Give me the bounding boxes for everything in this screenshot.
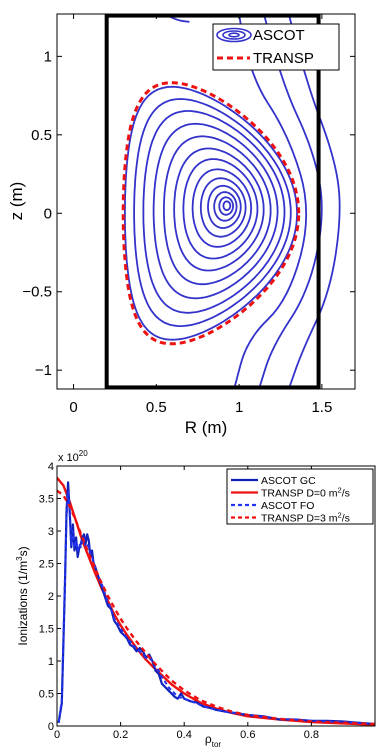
x-tick-label: 0.5 bbox=[146, 399, 167, 416]
outer-field-lines bbox=[164, 14, 341, 389]
bottom-y-ticks: 0 0.5 1 1.5 2 2.5 3 3.5 4 bbox=[39, 461, 61, 733]
legend-transp-label: TRANSP bbox=[253, 50, 314, 67]
flux-surface bbox=[222, 200, 232, 211]
top-x-axis-label: R (m) bbox=[185, 418, 227, 437]
flux-surface bbox=[163, 135, 272, 286]
top-axes-box bbox=[56, 13, 356, 390]
series-line-4 bbox=[57, 489, 375, 726]
legend-label-2: TRANSP D=0 m2/s bbox=[261, 486, 350, 500]
series-line-2 bbox=[57, 476, 375, 726]
flux-surface bbox=[199, 177, 247, 238]
bottom-plot-content bbox=[57, 476, 375, 726]
bottom-y-axis-label: Ionizations (1/m3s) bbox=[15, 546, 30, 645]
flux-surface bbox=[142, 110, 286, 314]
y-tick-label: 0.5 bbox=[39, 689, 54, 701]
y-tick-label: 3 bbox=[48, 526, 54, 538]
y-tick-label: 1 bbox=[48, 656, 54, 668]
top-y-axis-label: z (m) bbox=[7, 182, 26, 221]
y-tick-label: 2.5 bbox=[39, 559, 54, 571]
legend-label-4: TRANSP D=3 m2/s bbox=[261, 511, 350, 525]
top-legend: ASCOT TRANSP bbox=[212, 23, 340, 71]
y-tick-label: 0 bbox=[44, 205, 52, 222]
open-field-line bbox=[287, 14, 341, 389]
legend-label-3: ASCOT FO bbox=[261, 500, 314, 512]
open-field-line bbox=[258, 14, 323, 389]
legend-label-1: ASCOT GC bbox=[261, 475, 316, 487]
x-tick-label: 0.4 bbox=[177, 729, 192, 741]
y-tick-label: 1.5 bbox=[39, 624, 54, 636]
open-field-line bbox=[233, 14, 308, 389]
series-line-3 bbox=[57, 491, 375, 725]
x-tick-label: 0.2 bbox=[113, 729, 128, 741]
x-tick-label: 0.6 bbox=[240, 729, 255, 741]
legend-ascot-label: ASCOT bbox=[253, 27, 305, 44]
multiplier-label: x 1020 bbox=[58, 449, 88, 464]
legend-ascot-icon bbox=[216, 27, 252, 43]
flux-surface bbox=[133, 98, 292, 328]
transp-boundary-line bbox=[121, 81, 301, 346]
top-x-ticks: 0 0.5 1 1.5 bbox=[69, 14, 332, 416]
flux-surface bbox=[213, 191, 238, 222]
x-tick-label: 0 bbox=[54, 729, 60, 741]
vessel-wall bbox=[104, 14, 321, 389]
bottom-x-ticks: 0 0.2 0.4 0.6 0.8 bbox=[54, 466, 319, 741]
flux-surface bbox=[218, 196, 234, 216]
y-tick-label: 0 bbox=[48, 721, 54, 733]
flux-surface bbox=[124, 85, 299, 341]
x-tick-label: 0.8 bbox=[304, 729, 319, 741]
top-panel: 0 0.5 1 1.5 −1 −0.5 0 0.5 1 R (m) z (m) ASCOT T… bbox=[7, 13, 356, 437]
top-y-ticks: −1 −0.5 0 0.5 1 bbox=[22, 48, 355, 379]
top-plot-content bbox=[104, 14, 341, 389]
bottom-panel: x 1020 0 0.2 0.4 0.6 0.8 0 0.5 1 1.5 2 2.5 3 3.5 4 ρ… bbox=[15, 449, 376, 749]
flux-surface bbox=[207, 184, 242, 229]
y-tick-label: 2 bbox=[48, 591, 54, 603]
flux-surface bbox=[152, 122, 279, 300]
flux-surface bbox=[182, 158, 259, 260]
y-tick-label: −1 bbox=[35, 362, 52, 379]
y-tick-label: 3.5 bbox=[39, 494, 54, 506]
bottom-x-axis-label: ρtor bbox=[205, 732, 222, 749]
flux-surfaces bbox=[124, 85, 299, 341]
x-tick-label: 0 bbox=[69, 399, 77, 416]
x-tick-label: 1.5 bbox=[311, 399, 332, 416]
y-tick-label: 1 bbox=[44, 48, 52, 65]
flux-surface bbox=[191, 168, 253, 248]
y-tick-label: 0.5 bbox=[31, 127, 52, 144]
x-tick-label: 1 bbox=[235, 399, 243, 416]
y-tick-label: −0.5 bbox=[22, 284, 52, 301]
flux-surface bbox=[173, 147, 265, 272]
bottom-legend-box bbox=[226, 468, 374, 525]
top-legend-box bbox=[212, 23, 340, 71]
y-tick-label: 4 bbox=[48, 461, 54, 473]
profile-series bbox=[57, 476, 375, 726]
